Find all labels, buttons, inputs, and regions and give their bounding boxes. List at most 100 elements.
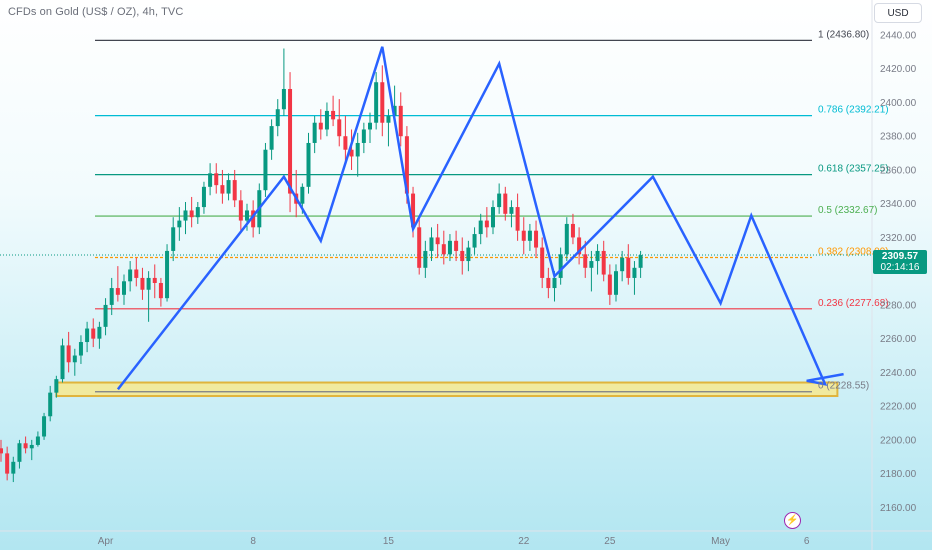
candle-body: [515, 207, 520, 231]
candle-body: [306, 142, 311, 187]
chart-title: CFDs on Gold (US$ / OZ), 4h, TVC: [8, 6, 184, 18]
candle-body: [72, 355, 77, 363]
fib-level-label: 0.236 (2277.68): [818, 298, 889, 309]
candle-body: [497, 193, 502, 208]
candle-body: [288, 88, 293, 194]
candle-body: [540, 247, 545, 278]
lightning-icon[interactable]: ⚡: [784, 512, 801, 529]
candle-body: [134, 269, 139, 278]
candle-body: [460, 250, 465, 262]
candle-body: [417, 227, 422, 268]
candle-body: [503, 193, 508, 214]
candle-body: [42, 416, 47, 437]
candle-body: [386, 115, 391, 123]
candle-body: [626, 257, 631, 278]
candle-body: [583, 254, 588, 268]
y-tick-label: 2240.00: [880, 368, 917, 379]
y-tick-label: 2380.00: [880, 132, 917, 143]
candle-body: [404, 136, 409, 194]
candle-body: [171, 227, 176, 251]
candle-body: [411, 193, 416, 228]
candle-body: [263, 149, 268, 191]
candle-body: [614, 271, 618, 295]
candle-body: [324, 110, 329, 130]
current-price-tag: 2309.57 02:14:16: [873, 250, 927, 274]
candle-body: [300, 186, 305, 204]
candle-body: [398, 105, 403, 137]
x-tick-label: 25: [604, 536, 616, 547]
candle-body: [423, 250, 428, 268]
x-tick-label: 8: [250, 536, 256, 547]
candle-body: [478, 220, 483, 235]
candle-body: [521, 230, 526, 241]
candle-body: [447, 240, 452, 255]
candle-body: [122, 281, 126, 295]
y-tick-label: 2440.00: [880, 31, 917, 42]
candle-body: [355, 142, 360, 157]
candle-body: [558, 254, 563, 278]
candle-body: [331, 110, 336, 120]
candle-body: [491, 207, 495, 228]
x-tick-label: 15: [383, 536, 395, 547]
candle-body: [208, 173, 213, 187]
candle-body: [23, 443, 28, 449]
candle-body: [226, 180, 231, 194]
candle-body: [11, 461, 16, 474]
candle-body: [620, 257, 625, 272]
candle-body: [152, 277, 157, 283]
candle-body: [29, 444, 34, 449]
candle-body: [146, 277, 151, 290]
y-tick-label: 2320.00: [880, 233, 917, 244]
candle-body: [245, 210, 249, 221]
candle-body: [577, 237, 582, 255]
x-tick-label: 22: [518, 536, 530, 547]
candle-body: [454, 240, 459, 251]
support-zone: [55, 381, 839, 398]
currency-button[interactable]: USD: [874, 3, 922, 23]
bar-countdown: 02:14:16: [880, 262, 920, 273]
candle-body: [48, 392, 53, 417]
candle-body: [35, 436, 40, 445]
x-tick-label: May: [711, 536, 730, 547]
candle-body: [281, 88, 286, 110]
x-tick-label: 6: [804, 536, 810, 547]
candle-body: [0, 448, 3, 454]
candle-body: [201, 186, 206, 208]
candle-body: [66, 345, 71, 363]
y-tick-label: 2180.00: [880, 469, 917, 480]
candle-body: [466, 247, 471, 262]
candle-body: [527, 230, 532, 241]
y-tick-label: 2400.00: [880, 98, 917, 109]
candle-body: [312, 122, 317, 143]
candle-body: [269, 126, 274, 150]
candle-body: [509, 207, 514, 214]
candle-body: [103, 304, 108, 327]
candle-body: [337, 119, 342, 137]
y-tick-label: 2160.00: [880, 503, 917, 514]
candle-body: [429, 237, 434, 251]
candle-body: [318, 122, 323, 130]
fib-level-label: 1 (2436.80): [818, 29, 869, 40]
candle-body: [177, 220, 182, 228]
candle-body: [392, 105, 397, 116]
candle-body: [275, 109, 280, 127]
fib-level-label: 0.5 (2332.67): [818, 205, 878, 216]
candle-body: [238, 200, 243, 221]
candle-body: [374, 82, 379, 123]
candle-body: [564, 223, 569, 255]
candle-body: [361, 129, 366, 143]
candle-body: [115, 288, 120, 295]
y-tick-label: 2280.00: [880, 300, 917, 311]
candle-body: [128, 269, 133, 282]
candle-body: [165, 250, 170, 299]
candle-body: [349, 149, 354, 157]
candle-body: [638, 255, 643, 268]
y-tick-label: 2360.00: [880, 165, 917, 176]
candle-body: [183, 210, 188, 221]
candle-body: [78, 342, 83, 356]
candle-body: [601, 250, 606, 275]
y-tick-label: 2420.00: [880, 64, 917, 75]
candle-body: [607, 274, 612, 295]
